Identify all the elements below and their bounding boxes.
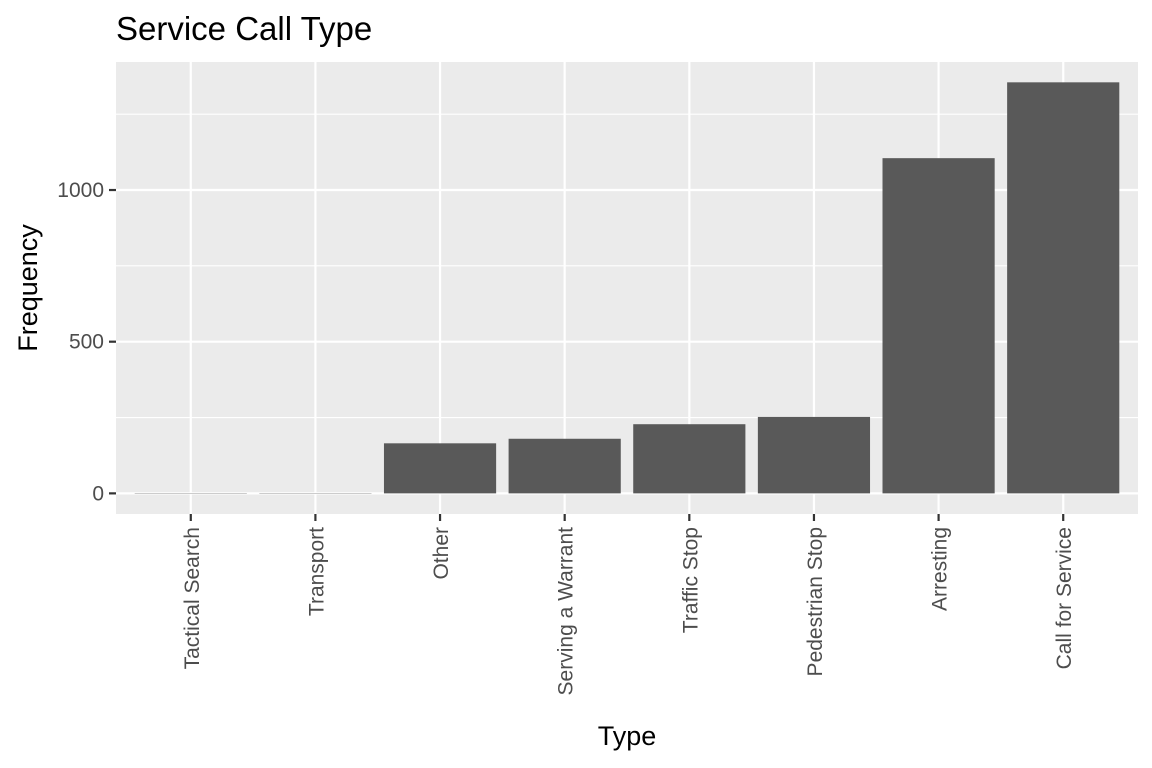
x-tick-label: Call for Service — [1053, 527, 1076, 669]
bar — [633, 424, 746, 494]
x-tick-label: Arresting — [929, 527, 952, 611]
x-tick-label: Tactical Search — [181, 527, 204, 669]
bars — [134, 82, 1120, 494]
bar — [383, 443, 497, 494]
bar — [508, 438, 621, 494]
chart-title: Service Call Type — [116, 10, 372, 47]
x-axis-title: Type — [598, 721, 657, 751]
x-tick-label: Serving a Warrant — [555, 527, 578, 696]
x-tick-label: Traffic Stop — [679, 527, 702, 633]
y-tick-label: 1000 — [57, 179, 104, 202]
bar — [882, 158, 995, 494]
y-axis-ticks: 0 500 1000 — [57, 179, 116, 505]
bar — [757, 416, 871, 494]
x-tick-label: Transport — [305, 527, 328, 616]
y-tick-label: 500 — [69, 331, 104, 354]
x-axis-ticks: Tactical Search Transport Other Serving a W… — [181, 514, 1076, 695]
x-tick-label: Other — [430, 527, 453, 580]
x-tick-label: Pedestrian Stop — [804, 527, 827, 676]
y-axis-title: Frequency — [13, 224, 43, 352]
bar — [1007, 82, 1120, 494]
y-tick-label: 0 — [92, 482, 104, 505]
